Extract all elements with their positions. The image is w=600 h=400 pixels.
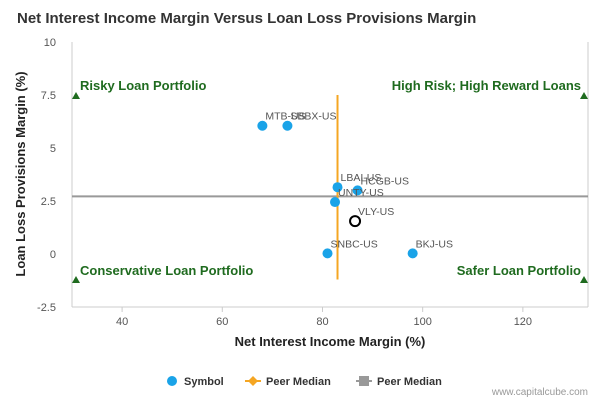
legend-label-peer-median-1: Peer Median	[266, 376, 331, 388]
credit-text: www.capitalcube.com	[491, 387, 588, 398]
y-tick-label: 0	[50, 249, 56, 261]
data-points	[257, 120, 418, 259]
quadrant-label-top-left: Risky Loan Portfolio	[80, 78, 206, 93]
legend-square-icon	[359, 376, 369, 386]
point-label-bkj-us: BKJ-US	[416, 238, 453, 250]
quadrant-label-bottom-right: Safer Loan Portfolio	[457, 263, 581, 278]
legend-item-peer-median-y[interactable]: Peer Median	[356, 376, 442, 388]
y-tick-label: -2.5	[37, 302, 56, 314]
quadrant-labels: Risky Loan Portfolio High Risk; High Rew…	[72, 78, 588, 283]
y-tick-label: 10	[44, 37, 56, 49]
point-label-sbbx-us: SBBX-US	[290, 111, 336, 123]
legend-label-symbol: Symbol	[184, 376, 224, 388]
data-point-highlight-vly-us[interactable]	[349, 215, 362, 228]
point-label-mtb-us: MTB-US	[265, 111, 305, 123]
data-point-lbai-us[interactable]	[332, 182, 343, 193]
point-label-unty-us: UNTY-US	[338, 187, 384, 199]
quadrant-marker-bottom-right	[580, 276, 588, 283]
data-point-snbc-us[interactable]	[322, 248, 333, 259]
x-tick-label: 120	[514, 316, 532, 328]
plot-area	[71, 42, 589, 308]
legend-item-peer-median-x[interactable]: Peer Median	[245, 376, 331, 388]
point-label-lbai-us: LBAI-US	[341, 172, 382, 184]
y-tick-label: 7.5	[41, 90, 56, 102]
chart-title: Net Interest Income Margin Versus Loan L…	[17, 10, 476, 27]
quadrant-label-bottom-left: Conservative Loan Portfolio	[80, 263, 253, 278]
x-tick-label: 40	[116, 316, 128, 328]
x-axis-title: Net Interest Income Margin (%)	[235, 334, 426, 349]
point-label-snbc-us: SNBC-US	[330, 238, 377, 250]
x-tick-labels: 40 60 80 100 120	[116, 307, 532, 328]
quadrant-label-top-right: High Risk; High Reward Loans	[392, 78, 581, 93]
data-point-bkj-us[interactable]	[407, 248, 418, 259]
y-tick-label: 2.5	[41, 196, 56, 208]
data-point-mtb-us[interactable]	[257, 120, 268, 131]
data-point-hcgb-us[interactable]	[352, 185, 363, 196]
quadrant-marker-top-right	[580, 92, 588, 99]
x-tick-label: 80	[316, 316, 328, 328]
x-tick-label: 100	[413, 316, 431, 328]
quadrant-marker-bottom-left	[72, 276, 80, 283]
y-tick-label: 5	[50, 143, 56, 155]
quadrant-marker-top-left	[72, 92, 80, 99]
data-point-unty-us[interactable]	[330, 197, 341, 208]
point-label-hcgb-us: HCGB-US	[361, 175, 409, 187]
point-label-vly-us: VLY-US	[358, 206, 394, 218]
legend: Symbol Peer Median Peer Median	[167, 376, 442, 388]
legend-symbol-circle-icon	[167, 376, 177, 386]
legend-diamond-icon	[248, 376, 258, 386]
y-axis-title: Loan Loss Provisions Margin (%)	[13, 71, 28, 276]
legend-label-peer-median-2: Peer Median	[377, 376, 442, 388]
legend-item-symbol[interactable]: Symbol	[167, 376, 224, 388]
x-tick-label: 60	[216, 316, 228, 328]
y-tick-labels: -2.5 0 2.5 5 7.5 10	[37, 37, 56, 314]
data-point-sbbx-us[interactable]	[282, 120, 293, 131]
